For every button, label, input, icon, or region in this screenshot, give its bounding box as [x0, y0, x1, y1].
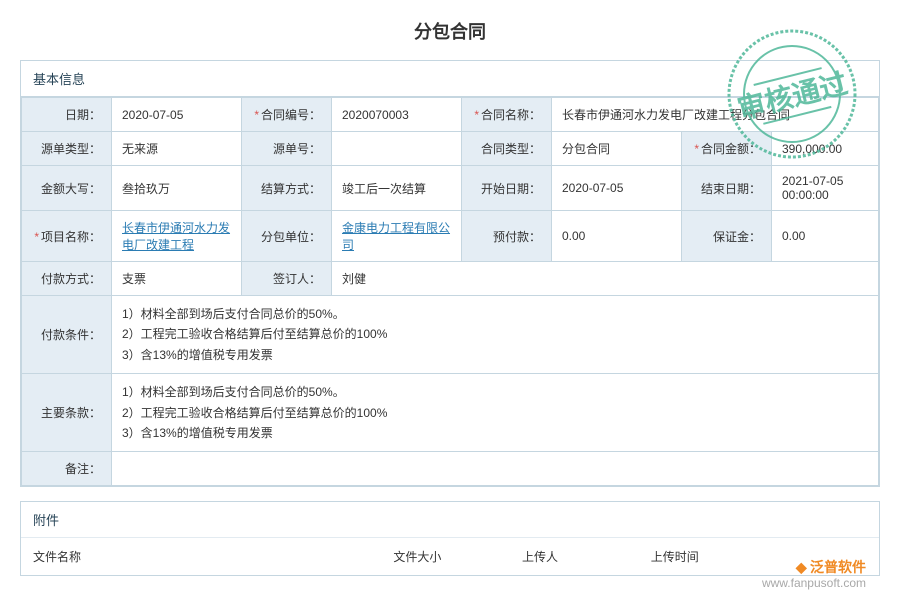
basic-info-header: 基本信息 — [21, 61, 879, 97]
col-filename: 文件名称 — [21, 538, 381, 576]
value-prepay: 0.00 — [552, 211, 682, 262]
label-settle-mode: 结算方式： — [242, 166, 332, 211]
table-row: 金额大写： 叁拾玖万 结算方式： 竣工后一次结算 开始日期： 2020-07-0… — [22, 166, 879, 211]
col-filesize: 文件大小 — [381, 538, 510, 576]
watermark-logo-icon: ◆ — [796, 559, 807, 575]
attachment-table: 文件名称 文件大小 上传人 上传时间 — [21, 537, 879, 575]
value-project[interactable]: 长春市伊通河水力发电厂改建工程 — [112, 211, 242, 262]
label-main-terms: 主要条款： — [22, 374, 112, 452]
label-sub-unit: 分包单位： — [242, 211, 332, 262]
label-amount-upper: 金额大写： — [22, 166, 112, 211]
label-pay-cond: 付款条件： — [22, 296, 112, 374]
value-source-type: 无来源 — [112, 132, 242, 166]
basic-info-panel: 基本信息 日期： 2020-07-05 *合同编号： 2020070003 *合… — [20, 60, 880, 487]
value-date: 2020-07-05 — [112, 98, 242, 132]
label-project: *项目名称： — [22, 211, 112, 262]
value-remark — [112, 452, 879, 486]
basic-info-table: 日期： 2020-07-05 *合同编号： 2020070003 *合同名称： … — [21, 97, 879, 486]
watermark-url: www.fanpusoft.com — [762, 576, 866, 590]
attachment-panel: 附件 文件名称 文件大小 上传人 上传时间 — [20, 501, 880, 576]
watermark: ◆ 泛普软件 www.fanpusoft.com — [762, 558, 866, 592]
label-amount: *合同金额： — [682, 132, 772, 166]
table-row: 付款方式： 支票 签订人： 刘健 — [22, 262, 879, 296]
value-start-date: 2020-07-05 — [552, 166, 682, 211]
value-pay-cond: 1）材料全部到场后支付合同总价的50%。2）工程完工验收合格结算后付至结算总价的… — [112, 296, 879, 374]
value-contract-name: 长春市伊通河水力发电厂改建工程分包合同 — [552, 98, 879, 132]
value-signer: 刘健 — [332, 262, 879, 296]
label-prepay: 预付款： — [462, 211, 552, 262]
label-contract-name: *合同名称： — [462, 98, 552, 132]
table-row: *项目名称： 长春市伊通河水力发电厂改建工程 分包单位： 金康电力工程有限公司 … — [22, 211, 879, 262]
value-main-terms: 1）材料全部到场后支付合同总价的50%。2）工程完工验收合格结算后付至结算总价的… — [112, 374, 879, 452]
col-uploader: 上传人 — [510, 538, 639, 576]
value-settle-mode: 竣工后一次结算 — [332, 166, 462, 211]
value-deposit: 0.00 — [772, 211, 879, 262]
value-sub-unit[interactable]: 金康电力工程有限公司 — [332, 211, 462, 262]
value-pay-method: 支票 — [112, 262, 242, 296]
label-pay-method: 付款方式： — [22, 262, 112, 296]
value-end-date: 2021-07-05 00:00:00 — [772, 166, 879, 211]
value-source-no — [332, 132, 462, 166]
attachment-header: 附件 — [21, 502, 879, 537]
page-title: 分包合同 — [20, 18, 880, 44]
label-source-type: 源单类型： — [22, 132, 112, 166]
value-contract-type: 分包合同 — [552, 132, 682, 166]
label-contract-type: 合同类型： — [462, 132, 552, 166]
table-row: 文件名称 文件大小 上传人 上传时间 — [21, 538, 879, 576]
table-row: 备注： — [22, 452, 879, 486]
value-contract-no: 2020070003 — [332, 98, 462, 132]
label-end-date: 结束日期： — [682, 166, 772, 211]
table-row: 付款条件： 1）材料全部到场后支付合同总价的50%。2）工程完工验收合格结算后付… — [22, 296, 879, 374]
table-row: 源单类型： 无来源 源单号： 合同类型： 分包合同 *合同金额： 390,000… — [22, 132, 879, 166]
watermark-brand: 泛普软件 — [810, 559, 866, 575]
label-remark: 备注： — [22, 452, 112, 486]
label-deposit: 保证金： — [682, 211, 772, 262]
table-row: 主要条款： 1）材料全部到场后支付合同总价的50%。2）工程完工验收合格结算后付… — [22, 374, 879, 452]
project-link[interactable]: 长春市伊通河水力发电厂改建工程 — [122, 221, 230, 252]
label-signer: 签订人： — [242, 262, 332, 296]
label-contract-no: *合同编号： — [242, 98, 332, 132]
label-source-no: 源单号： — [242, 132, 332, 166]
sub-unit-link[interactable]: 金康电力工程有限公司 — [342, 221, 450, 252]
label-date: 日期： — [22, 98, 112, 132]
value-amount-upper: 叁拾玖万 — [112, 166, 242, 211]
label-start-date: 开始日期： — [462, 166, 552, 211]
table-row: 日期： 2020-07-05 *合同编号： 2020070003 *合同名称： … — [22, 98, 879, 132]
value-amount: 390,000.00 — [772, 132, 879, 166]
